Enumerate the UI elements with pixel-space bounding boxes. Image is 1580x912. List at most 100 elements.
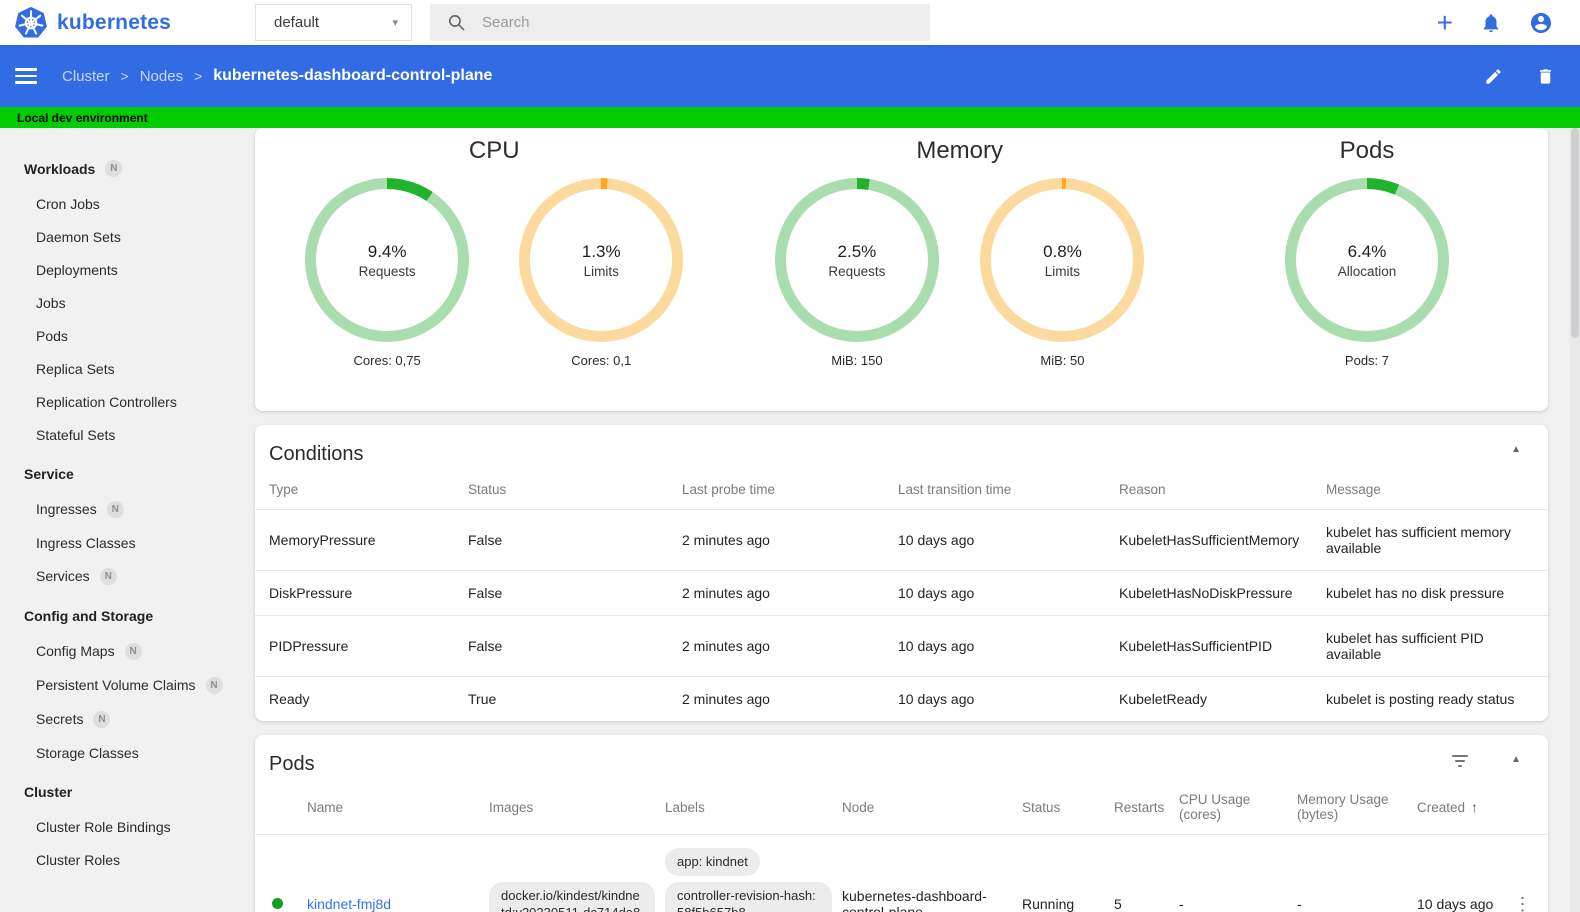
cell-type: Ready (269, 691, 310, 707)
chart-group-title: CPU (468, 137, 520, 164)
sidebar-item-pods[interactable]: Pods (0, 319, 247, 352)
gauge-percent: 2.5% (837, 241, 877, 261)
cell-last_probe_time: 2 minutes ago (682, 691, 770, 707)
column-header-type: Type (255, 476, 468, 510)
brand-wordmark: kubernetes (57, 10, 172, 34)
sidebar-item-ingress-classes[interactable]: Ingress Classes (0, 526, 247, 559)
sidebar-item-label: Storage Classes (36, 744, 139, 761)
column-header-message: Message (1326, 476, 1548, 510)
collapse-pods-icon[interactable]: ▲ (1511, 754, 1521, 765)
chart-group-pods: Pods 6.4% Allocation Pods: 7 (1186, 128, 1548, 411)
cell-message: kubelet is posting ready status (1326, 691, 1515, 707)
breadcrumb: Cluster > Nodes > kubernetes-dashboard-c… (62, 67, 492, 85)
chart-group-title: Pods (1339, 137, 1395, 164)
create-resource-button[interactable]: + (1436, 6, 1453, 38)
delete-trash-icon[interactable] (1536, 67, 1555, 86)
column-header-cpu-usage-cores[interactable]: CPU Usage (cores) (1179, 786, 1297, 835)
cell-status: False (468, 615, 682, 677)
sidebar-item-persistent-volume-claims[interactable]: Persistent Volume Claims N (0, 668, 247, 702)
table-row: PIDPressure False 2 minutes ago 10 days ago… (255, 615, 1548, 677)
column-header-last-transition-time: Last transition time (898, 476, 1119, 510)
label-chip: controller-revision-hash: 58f5b657b8 (665, 881, 832, 912)
cell-message: kubelet has sufficient memory available (1326, 509, 1548, 571)
sidebar-item-label: Ingresses (36, 501, 97, 517)
sidebar-item-secrets[interactable]: Secrets N (0, 702, 247, 736)
column-header-images[interactable]: Images (489, 786, 665, 835)
cell-message: kubelet has sufficient PID available (1326, 615, 1548, 677)
donut-center: 0.8% Limits (991, 189, 1134, 331)
pods-body: kindnet-fmj8d docker.io/kindest/kindnetd:… (255, 835, 1548, 912)
column-header-memory-usage-bytes[interactable]: Memory Usage (bytes) (1297, 786, 1417, 835)
cell-node: kubernetes-dashboard-control-plane (842, 888, 987, 912)
sidebar-item-ingresses[interactable]: Ingresses N (0, 492, 247, 526)
donut-center: 9.4% Requests (316, 189, 459, 331)
cell-reason: KubeletHasNoDiskPressure (1119, 570, 1326, 616)
sidebar-item-cluster-roles[interactable]: Cluster Roles (0, 843, 247, 876)
cell-last_probe_time: 2 minutes ago (682, 570, 898, 616)
search-input[interactable] (480, 13, 890, 32)
sidebar-section-label: Service (24, 466, 74, 482)
label-chip: app: kindnet (665, 848, 760, 876)
cell-type: DiskPressure (255, 570, 468, 616)
sidebar-item-cluster-role-bindings[interactable]: Cluster Role Bindings (0, 810, 247, 843)
sidebar-item-daemon-sets[interactable]: Daemon Sets (0, 220, 247, 253)
edit-pencil-icon[interactable] (1484, 67, 1503, 86)
cell-last_transition_time: 10 days ago (898, 570, 1119, 616)
sidebar-item-services[interactable]: Services N (0, 559, 247, 593)
gauge-row: 6.4% Allocation Pods: 7 (1186, 178, 1548, 368)
sidebar-item-cron-jobs[interactable]: Cron Jobs (0, 187, 247, 220)
pod-name-link[interactable]: kindnet-fmj8d (307, 896, 392, 912)
sidebar-item-stateful-sets[interactable]: Stateful Sets (0, 418, 247, 451)
sidebar-section-cluster[interactable]: Cluster (0, 774, 247, 810)
conditions-title: Conditions (269, 443, 364, 465)
notifications-bell-icon[interactable] (1480, 12, 1502, 34)
topbar-actions: + (1436, 6, 1553, 38)
label-chip-row: controller-revision-hash: 58f5b657b8 (665, 879, 832, 912)
conditions-table: Type Status Last probe time Last transition… (255, 476, 1548, 721)
sidebar-section-workloads[interactable]: Workloads N (0, 150, 247, 187)
breadcrumb-link-nodes[interactable]: Nodes (139, 67, 184, 85)
sidebar-item-jobs[interactable]: Jobs (0, 286, 247, 319)
scrollbar[interactable] (1570, 128, 1580, 912)
chevron-down-icon: ▾ (392, 17, 398, 29)
column-header-node[interactable]: Node (842, 786, 1022, 835)
column-header-name[interactable]: Name (307, 786, 489, 835)
more-vertical-icon[interactable]: ⋮ (1513, 893, 1532, 912)
donut-chart: 9.4% Requests (305, 178, 470, 342)
sidebar-item-deployments[interactable]: Deployments (0, 253, 247, 286)
sidebar-item-label: Config Maps (36, 643, 115, 659)
sidebar-item-replica-sets[interactable]: Replica Sets (0, 352, 247, 385)
sidebar-item-storage-classes[interactable]: Storage Classes (0, 736, 247, 769)
sidebar-item-config-maps[interactable]: Config Maps N (0, 634, 247, 668)
breadcrumb-link-cluster[interactable]: Cluster (62, 67, 110, 85)
allocation-charts-card: CPU 9.4% Requests Cores: 0,75 1.3% Limits Core… (255, 128, 1548, 411)
cell-message: kubelet has no disk pressure (1326, 570, 1548, 616)
gauge-percent: 6.4% (1347, 241, 1387, 261)
scrollbar-thumb[interactable] (1571, 128, 1579, 338)
gauge-label: Limits (1044, 263, 1081, 279)
sidebar-item-label: Secrets (36, 711, 84, 727)
pods-header-row: Name Images Labels Node Status Restarts CPU Us… (255, 786, 1548, 835)
column-header-status[interactable]: Status (1022, 786, 1114, 835)
column-header-restarts[interactable]: Restarts (1114, 786, 1179, 835)
column-header-labels[interactable]: Labels (665, 786, 842, 835)
page-actions (1484, 67, 1555, 86)
pods-title: Pods (269, 753, 315, 775)
filter-icon[interactable] (1452, 752, 1469, 767)
column-header-created[interactable]: Created ↑ (1417, 786, 1507, 835)
sidebar-item-label: Daemon Sets (36, 228, 121, 245)
namespace-selector[interactable]: default ▾ (255, 4, 412, 41)
cell-type: MemoryPressure (255, 509, 468, 571)
collapse-conditions-icon[interactable]: ▲ (1511, 444, 1521, 455)
environment-banner: Local dev environment (0, 107, 1580, 128)
sort-ascending-icon: ↑ (1471, 799, 1479, 815)
gauge-footer: Cores: 0,75 (353, 353, 421, 368)
chart-group-memory: Memory 2.5% Requests MiB: 150 0.8% Limits MiB:… (733, 128, 1186, 411)
sidebar-section-config-and-storage[interactable]: Config and Storage (0, 598, 247, 634)
menu-hamburger-icon[interactable] (15, 64, 37, 88)
sidebar-item-replication-controllers[interactable]: Replication Controllers (0, 385, 247, 418)
user-account-icon[interactable] (1529, 11, 1553, 35)
new-badge: N (205, 676, 223, 694)
sidebar-section-service[interactable]: Service (0, 456, 247, 492)
chevron-right-icon: > (120, 68, 129, 84)
